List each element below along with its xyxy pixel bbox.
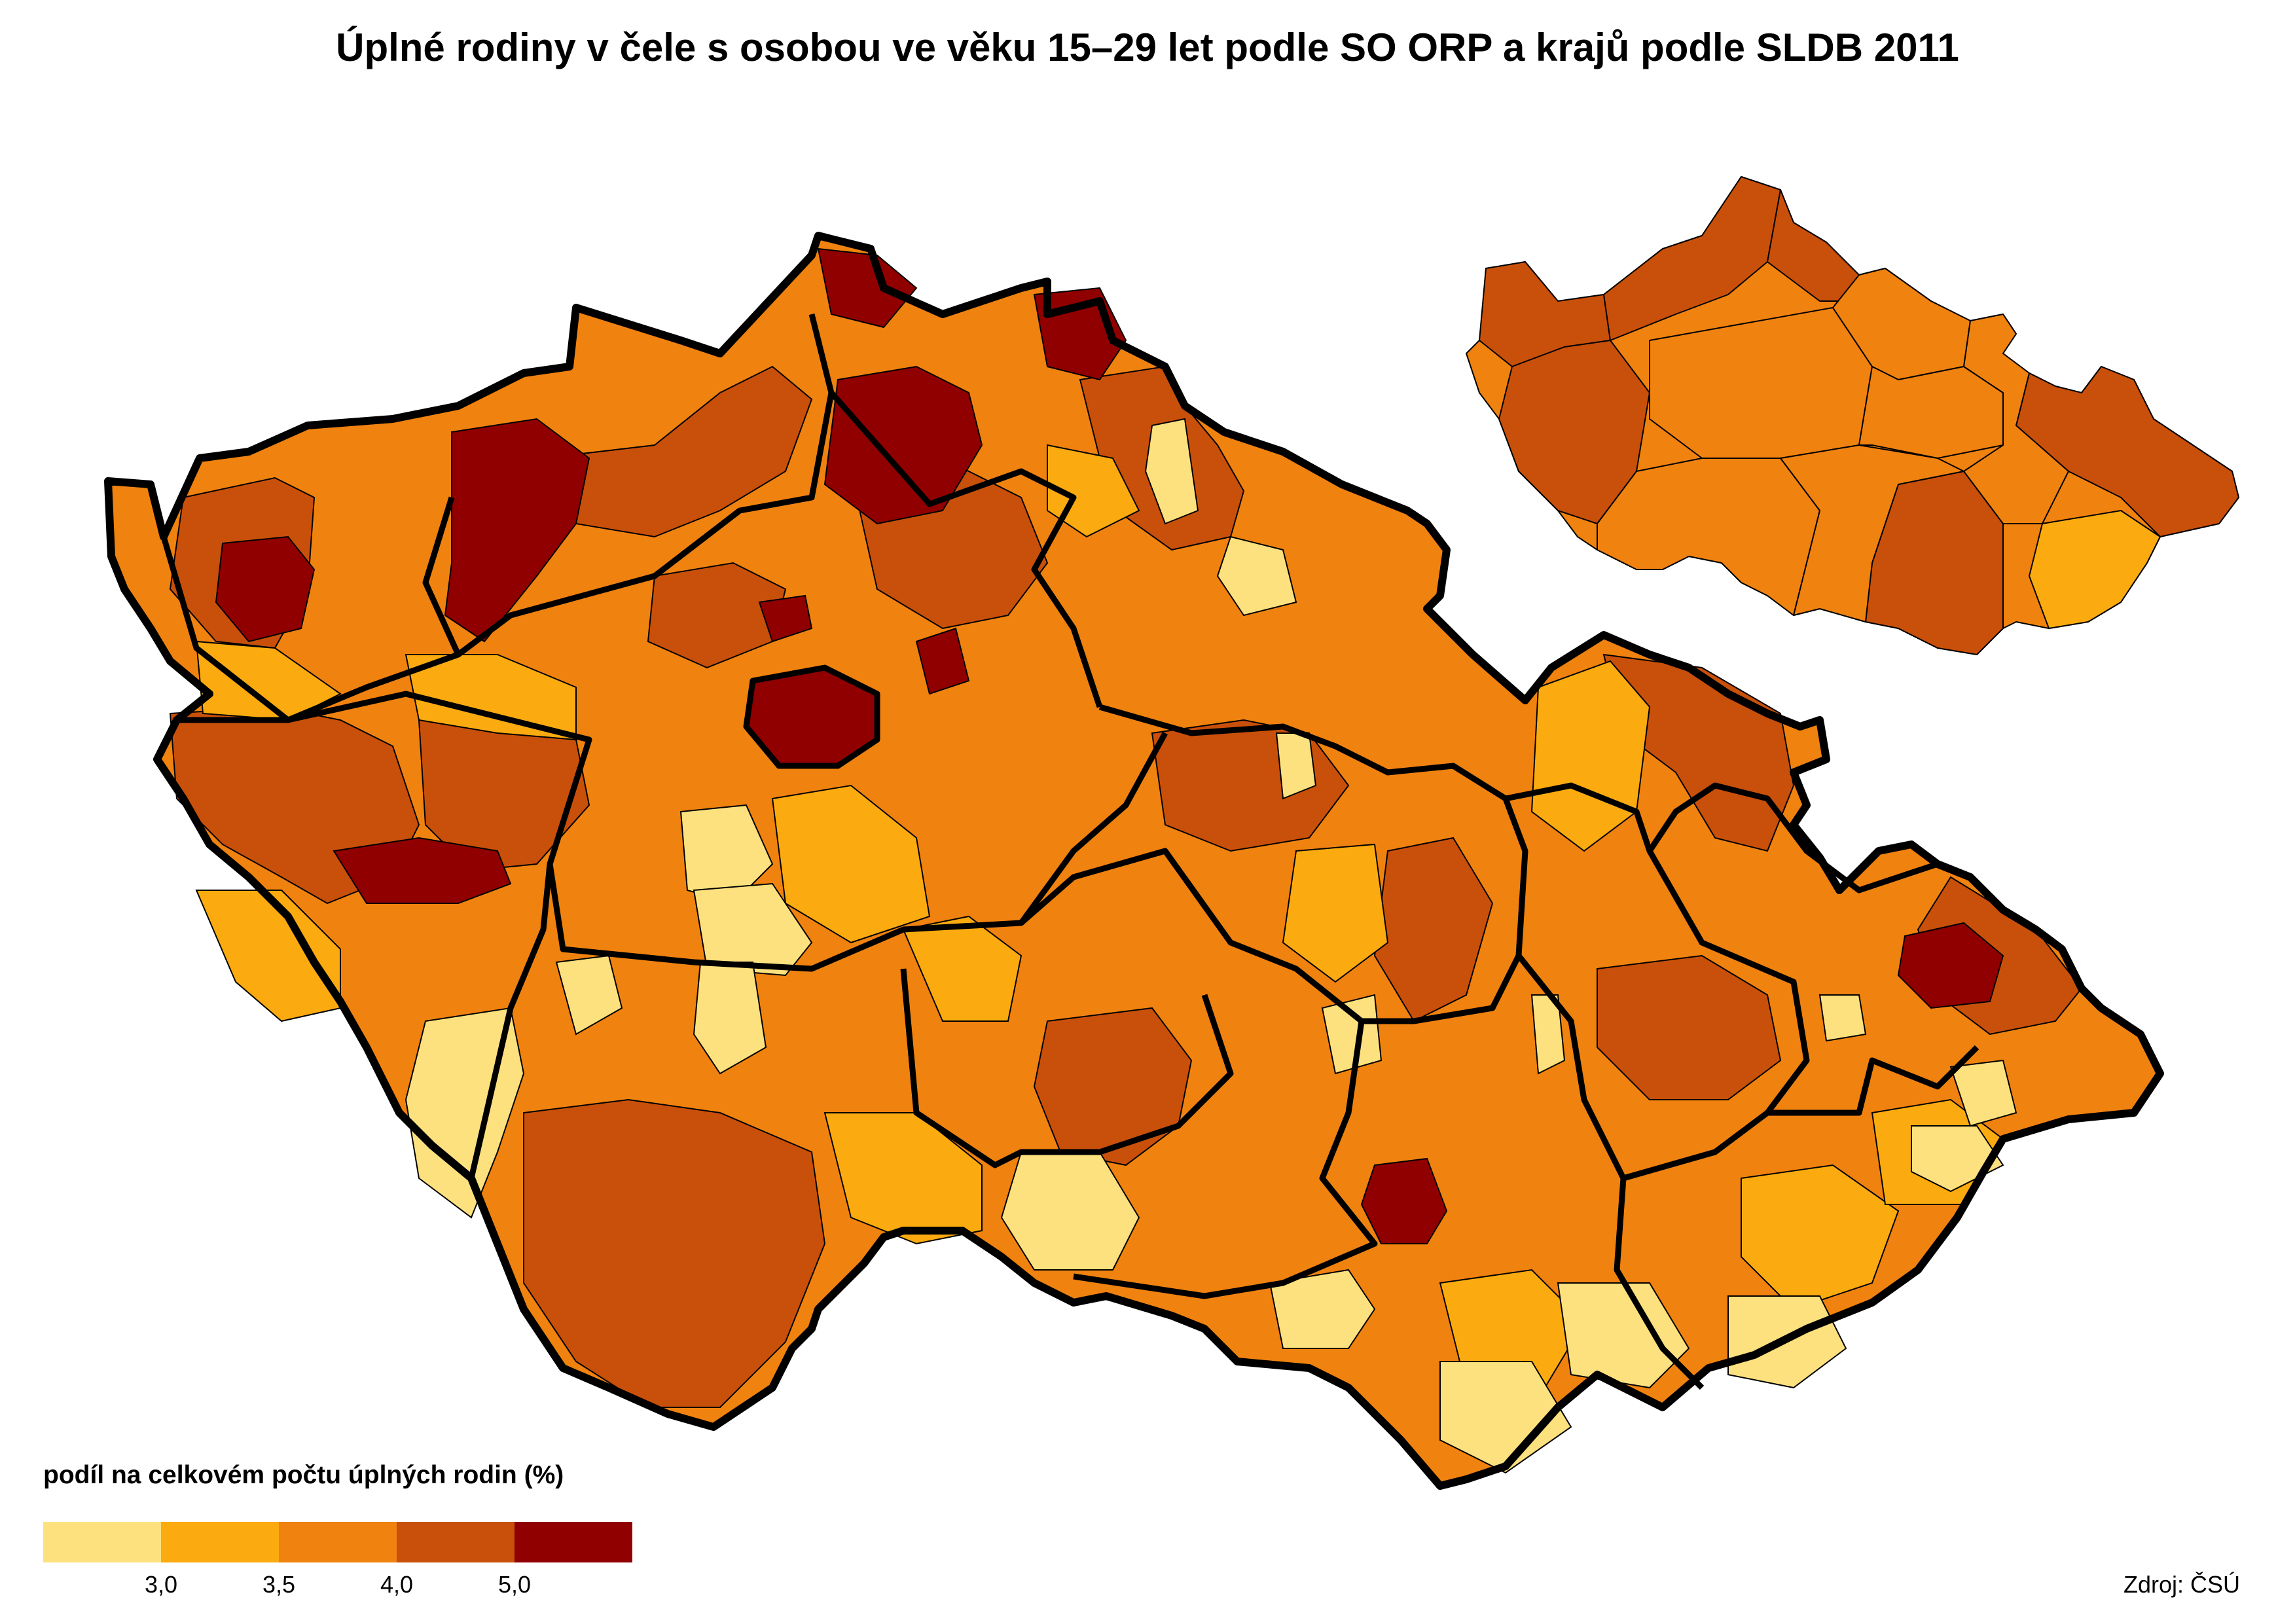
region-vysocina-north	[902, 915, 1022, 1022]
border-moravskoslezsky	[1647, 782, 1939, 893]
kraj-borders	[160, 313, 1979, 1390]
regions-light	[405, 418, 2017, 1474]
inset-olomoucky	[1963, 314, 2069, 524]
region-jihocesky-south	[523, 1098, 826, 1408]
regions-mid-light	[195, 444, 2004, 1388]
region-most-chomutov	[444, 418, 590, 643]
border-stredocesky-south	[547, 731, 1168, 972]
region-znojmo	[1439, 1361, 1572, 1474]
region-pardubicky-south	[1282, 843, 1389, 983]
border-plzensky	[177, 691, 592, 1180]
border-praha	[743, 664, 880, 769]
inset-pardubicky	[1858, 366, 2004, 459]
legend-swatch	[43, 1522, 161, 1562]
border-vysocina	[1019, 848, 1378, 1299]
region-brno	[1360, 1157, 1448, 1244]
region-klatovy-north	[555, 954, 623, 1036]
region-ceska-lipa	[823, 365, 983, 525]
region-kladno	[758, 594, 813, 643]
region-karvina	[1897, 922, 2004, 1009]
region-nachod	[1216, 535, 1297, 617]
border-jihomoravsky	[1362, 952, 1705, 1390]
legend-tick-label: 5,0	[497, 1571, 532, 1598]
border-karlovarsky	[160, 496, 461, 723]
region-zlinsky-center	[1741, 1164, 1900, 1310]
legend-swatch	[397, 1522, 515, 1562]
region-pribram	[679, 804, 774, 905]
orp-map-czechia	[104, 232, 2164, 1490]
source-note: Zdroj: ČSÚ	[2123, 1571, 2240, 1598]
region-ustecky-north	[542, 365, 813, 538]
border-jihocesky	[900, 968, 1234, 1168]
border-zlinsky	[1767, 1045, 1979, 1116]
region-plzen	[333, 837, 512, 904]
region-jihlava	[1321, 994, 1382, 1075]
region-mlada-boleslav	[915, 627, 970, 695]
region-sedlcany	[693, 882, 813, 977]
kraje-inset-map	[1466, 176, 2239, 655]
legend-title: podíl na celkovém počtu úplných rodin (%…	[43, 1461, 564, 1489]
border-olomoucky	[1505, 782, 1810, 1182]
region-frydek	[1818, 994, 1867, 1042]
region-turnov	[1144, 418, 1199, 525]
regions-dark	[215, 247, 2004, 1244]
region-valassko	[1949, 1059, 2017, 1127]
inset-vysocina	[1780, 444, 1964, 623]
state-border	[104, 232, 2164, 1490]
map-title: Úplné rodiny v čele s osobou ve věku 15–…	[336, 26, 1959, 69]
legend-color-bar	[43, 1522, 632, 1562]
legend-swatch	[279, 1522, 397, 1562]
region-stredocesky-west	[405, 654, 577, 741]
region-decin	[817, 247, 918, 329]
legend-swatch	[515, 1522, 632, 1562]
border-pardubicky	[1098, 704, 1528, 956]
region-hodonin	[1557, 1282, 1690, 1389]
region-olomouc-center	[1597, 954, 1782, 1100]
region-telc	[1269, 1269, 1376, 1349]
region-sokolov	[215, 535, 316, 643]
border-liberecky	[829, 391, 1103, 708]
legend-tick-label: 4,0	[380, 1571, 414, 1598]
inset-moravskoslezsky	[2015, 366, 2239, 537]
region-domazlice	[405, 1007, 525, 1219]
region-kralovehradecky	[1047, 444, 1140, 538]
legend-swatch	[161, 1522, 279, 1562]
inset-jihocesky	[1597, 458, 1820, 616]
region-jihomoravsky-north	[1373, 837, 1494, 1022]
legend-tick-label: 3,5	[262, 1571, 296, 1598]
inset-zlinsky	[2029, 510, 2161, 629]
legend-tick-label: 3,0	[144, 1571, 178, 1598]
region-vysocina-center	[1033, 1007, 1193, 1166]
